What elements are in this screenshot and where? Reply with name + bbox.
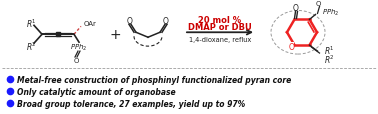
Text: OAr: OAr	[84, 21, 97, 27]
Text: Broad group tolerance, 27 examples, yield up to 97%: Broad group tolerance, 27 examples, yiel…	[17, 99, 245, 108]
Text: $\mathit{R}^2$: $\mathit{R}^2$	[324, 53, 335, 66]
Text: Metal-free construction of phosphinyl functionalized pyran core: Metal-free construction of phosphinyl fu…	[17, 75, 291, 84]
Text: 1,4-dioxane, reflux: 1,4-dioxane, reflux	[189, 37, 251, 43]
Text: O: O	[127, 17, 133, 26]
Text: O: O	[163, 17, 169, 26]
Text: O: O	[316, 1, 321, 6]
Text: $PPh_2$: $PPh_2$	[70, 43, 88, 53]
Text: $\mathit{R}^1$: $\mathit{R}^1$	[324, 44, 335, 57]
Text: O: O	[293, 4, 299, 13]
Text: O: O	[288, 42, 294, 51]
Text: $\mathit{R}^1$: $\mathit{R}^1$	[26, 17, 36, 29]
Text: Only catalytic amount of organobase: Only catalytic amount of organobase	[17, 87, 176, 96]
Text: 20 mol %: 20 mol %	[198, 16, 242, 25]
Text: DMAP or DBU: DMAP or DBU	[188, 23, 252, 32]
Text: +: +	[109, 28, 121, 42]
Text: $PPh_2$: $PPh_2$	[322, 7, 339, 17]
Text: $\mathit{R}^2$: $\mathit{R}^2$	[26, 41, 36, 53]
Text: O: O	[73, 57, 79, 63]
